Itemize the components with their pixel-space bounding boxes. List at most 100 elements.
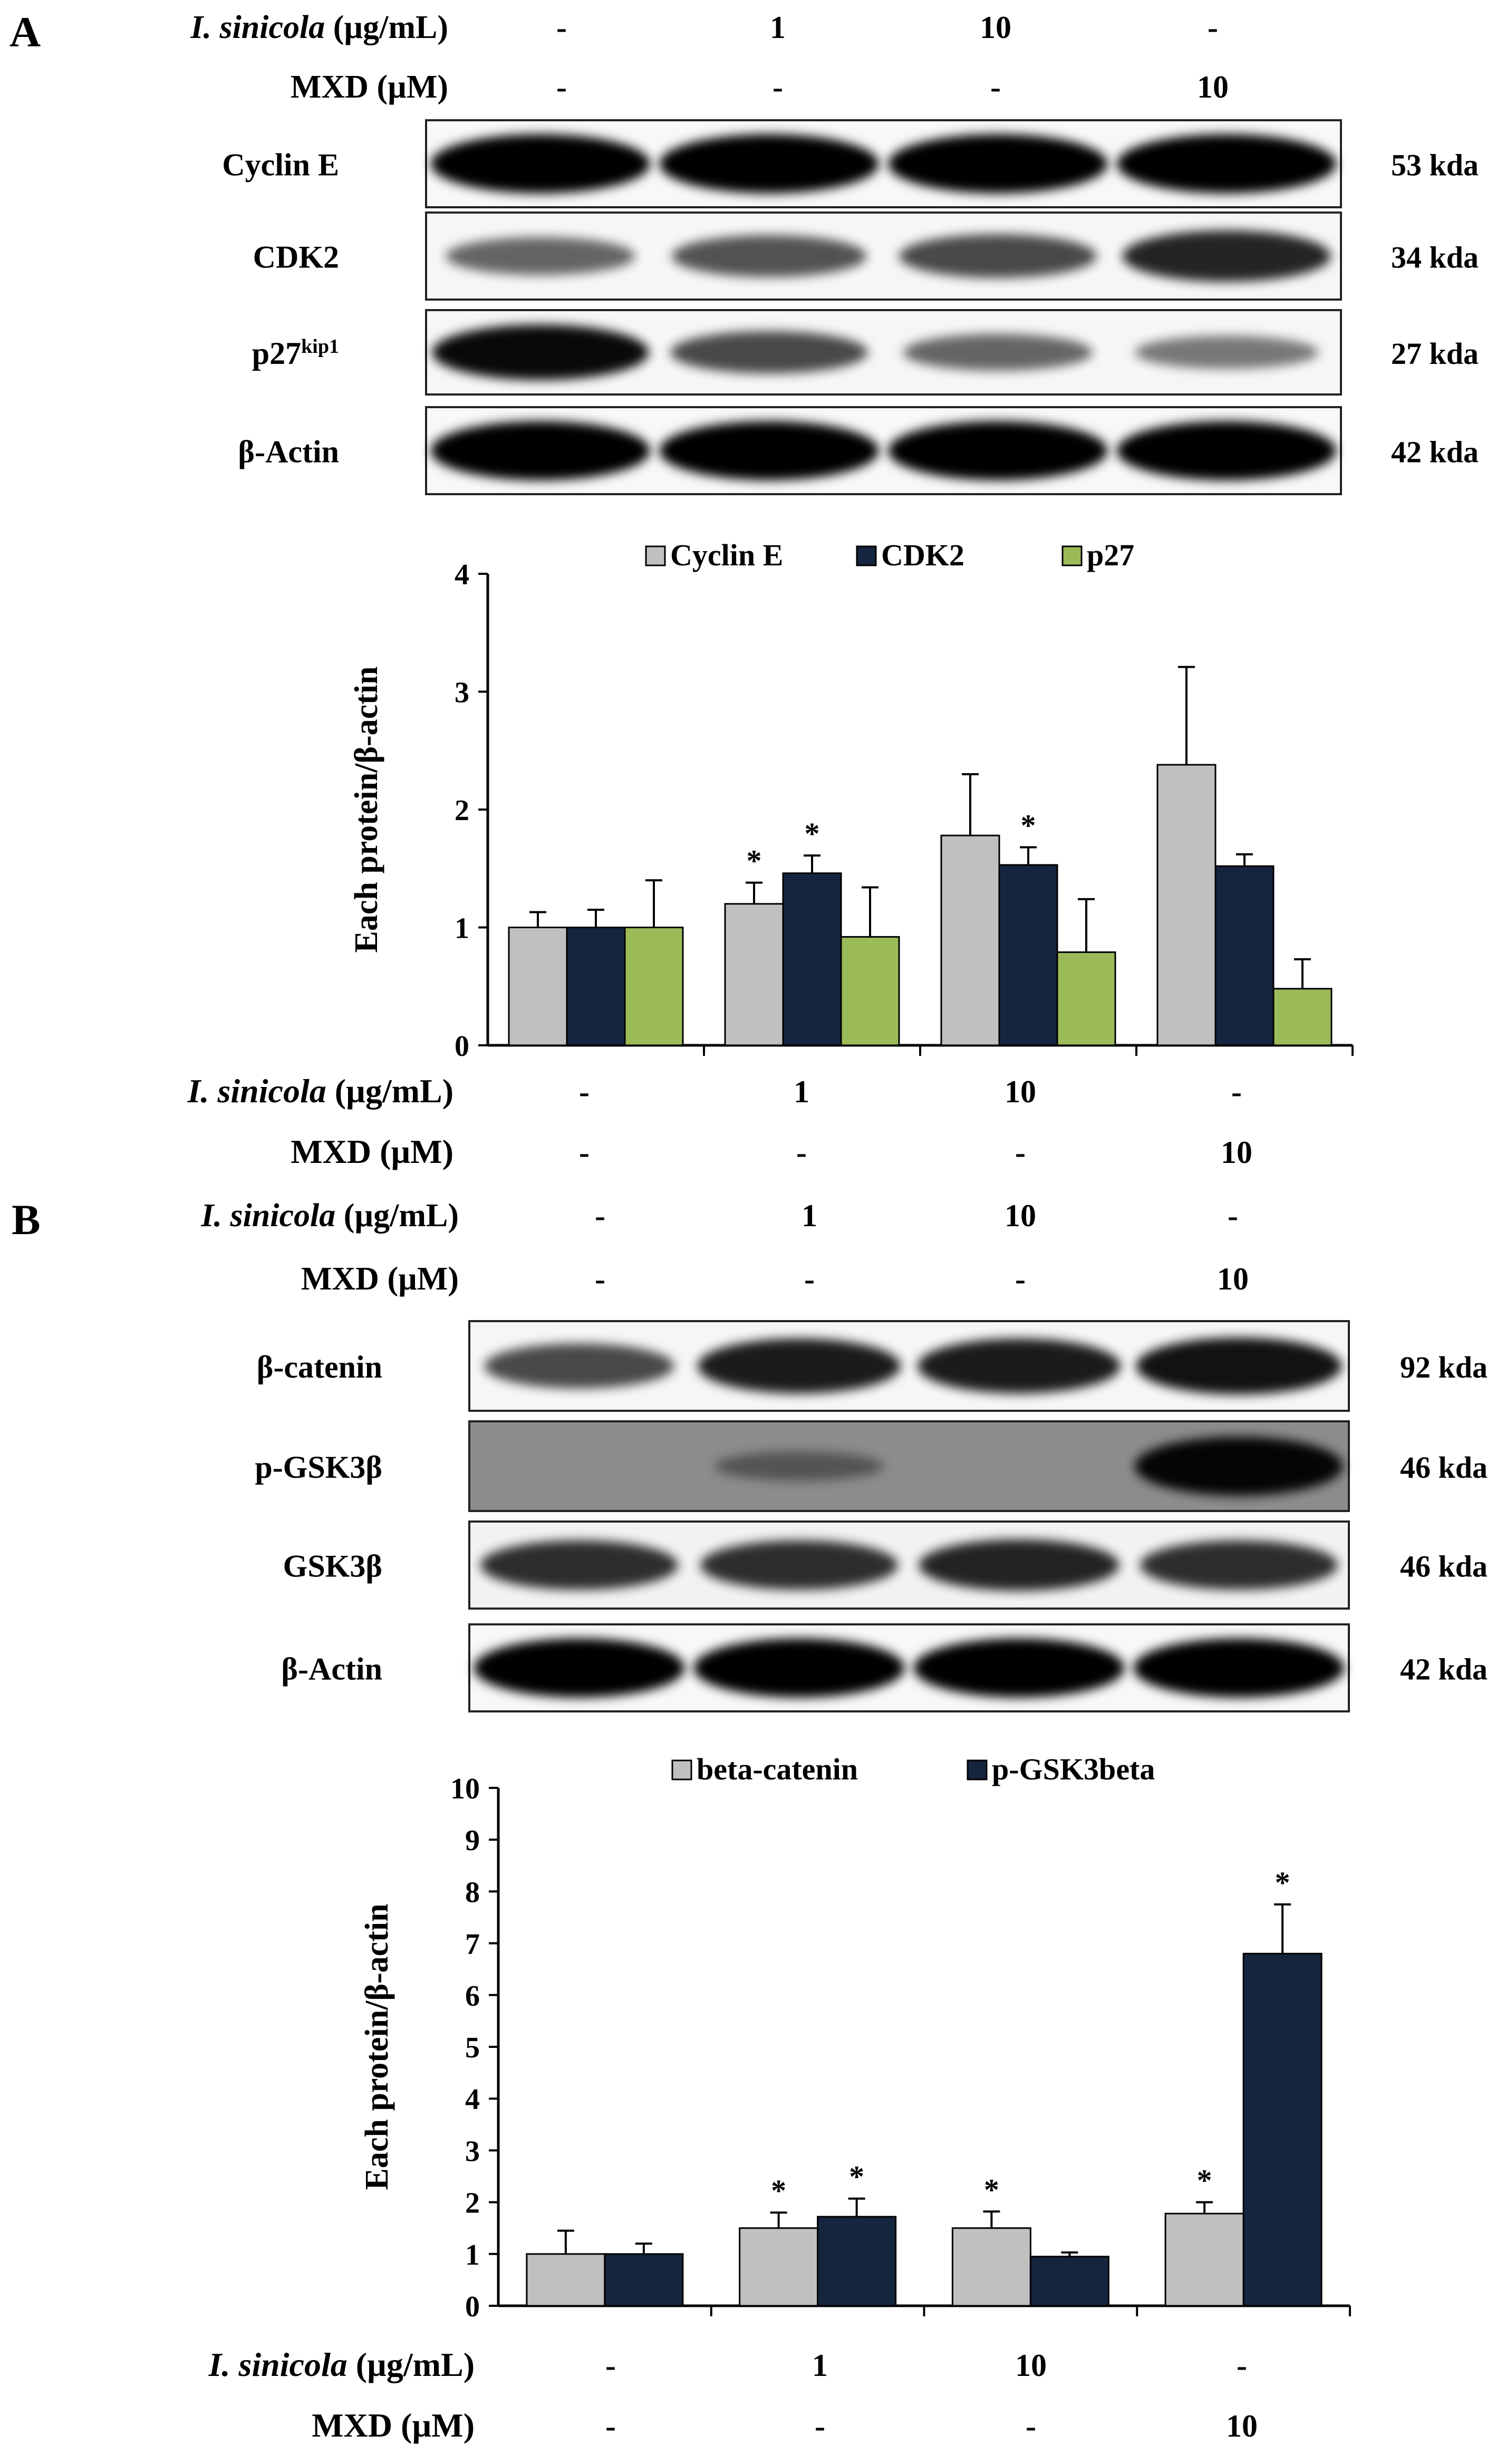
treatment-value: - xyxy=(1026,2409,1036,2443)
blot-gsk3-: GSK3β 46 kda xyxy=(283,1520,1488,1610)
y-tick-label: 2 xyxy=(465,2187,480,2220)
treatment-unit: MXD (µM) xyxy=(312,2407,475,2444)
significance-mark: * xyxy=(805,816,820,851)
treatment-value: - xyxy=(815,2409,825,2443)
blot-label: β-Actin xyxy=(281,1652,382,1687)
treatment-name: I. sinicola xyxy=(190,9,325,45)
legend-swatch xyxy=(967,1759,988,1780)
band xyxy=(1122,230,1331,282)
panel-b: B I. sinicola (µg/mL) -1 10 -MXD (µM) - - -10β-… xyxy=(12,1196,1488,2444)
y-tick-label: 1 xyxy=(465,2239,480,2272)
panel-letter: A xyxy=(9,8,41,56)
blot--catenin: β-catenin 92 kda xyxy=(257,1320,1488,1412)
band xyxy=(888,134,1108,194)
blot-label: GSK3β xyxy=(283,1549,382,1584)
significance-mark: * xyxy=(1197,2163,1212,2198)
treatment-value: - xyxy=(1237,2348,1247,2383)
legend-label: p-GSK3beta xyxy=(992,1752,1155,1786)
blot-label: β-Actin xyxy=(238,435,339,469)
treatment-value: - xyxy=(773,70,783,104)
bar xyxy=(1272,988,1333,1046)
blot-size: 42 kda xyxy=(1391,435,1479,469)
blot-size: 42 kda xyxy=(1400,1652,1488,1687)
treatment-value: - xyxy=(1208,10,1218,45)
legend-swatch xyxy=(856,545,877,566)
bar-chart: 0 1 2 3 4 Each protein/β-actin * * * Cyclin E CDK2… xyxy=(349,538,1354,1063)
treatment-row-label: MXD (µM) xyxy=(312,2407,475,2444)
panel-a: A I. sinicola (µg/mL) -1 10 -MXD (µM) - - -10Cy… xyxy=(9,8,1479,1170)
y-tick-label: 3 xyxy=(455,677,469,709)
bar xyxy=(1242,1952,1322,2307)
significance-mark: * xyxy=(1021,808,1036,843)
band xyxy=(1136,1337,1342,1395)
treatment-row-label: MXD (µM) xyxy=(291,1133,453,1170)
treatment-value: - xyxy=(605,2409,616,2443)
significance-mark: * xyxy=(771,2173,786,2208)
treatment-unit: (µg/mL) xyxy=(335,1198,459,1234)
y-tick-label: 2 xyxy=(455,794,469,827)
treatment-row-label: I. sinicola (µg/mL) xyxy=(208,2346,475,2383)
bar xyxy=(940,834,1000,1046)
bar xyxy=(624,927,684,1046)
treatment-value: - xyxy=(796,1135,807,1170)
y-tick-label: 7 xyxy=(465,1928,480,1961)
band xyxy=(480,1540,679,1590)
treatment-value: - xyxy=(595,1198,605,1233)
bar xyxy=(817,2216,897,2307)
bar xyxy=(782,872,842,1046)
treatment-value: - xyxy=(804,1262,815,1296)
treatment-row-label: MXD (µM) xyxy=(291,69,448,105)
treatment-value: - xyxy=(1015,1262,1026,1296)
blot-label: p-GSK3β xyxy=(255,1450,382,1485)
treatment-name: I. sinicola xyxy=(200,1198,335,1234)
y-tick-label: 0 xyxy=(455,1030,469,1063)
treatment-value: 10 xyxy=(1015,2348,1047,2383)
band xyxy=(446,237,635,275)
treatment-unit: MXD (µM) xyxy=(291,69,448,105)
blot-label: Cyclin E xyxy=(222,148,339,182)
bar xyxy=(998,864,1058,1046)
band xyxy=(899,234,1097,278)
treatment-value: 10 xyxy=(1005,1074,1036,1109)
treatment-value: 1 xyxy=(812,2348,828,2383)
band xyxy=(917,1338,1121,1394)
significance-mark: * xyxy=(984,2172,999,2207)
bar xyxy=(840,936,900,1046)
blot--actin: β-Actin 42 kda xyxy=(238,406,1479,495)
treatment-value: - xyxy=(556,70,567,104)
treatment-row-label: I. sinicola (µg/mL) xyxy=(187,1072,453,1110)
legend-label: Cyclin E xyxy=(670,538,783,572)
treatment-name: I. sinicola xyxy=(187,1072,326,1110)
blot-p27: p27kip1 27 kda xyxy=(252,309,1479,396)
band xyxy=(1133,1638,1345,1698)
treatment-value: 10 xyxy=(1197,70,1229,104)
y-axis-label: Each protein/β-actin xyxy=(359,1903,395,2190)
y-tick-label: 5 xyxy=(465,2032,480,2064)
treatment-value: 1 xyxy=(802,1198,817,1233)
treatment-value: 10 xyxy=(1217,1262,1249,1296)
treatment-value: 10 xyxy=(1226,2409,1258,2443)
y-tick-label: 3 xyxy=(465,2135,480,2168)
bar xyxy=(1029,2256,1109,2307)
blot-cyclin-e: Cyclin E 53 kda xyxy=(222,119,1479,208)
treatment-row-label: I. sinicola (µg/mL) xyxy=(190,9,448,45)
treatment-row-label: MXD (µM) xyxy=(301,1261,459,1297)
treatment-row-label: I. sinicola (µg/mL) xyxy=(200,1198,459,1234)
y-tick-label: 1 xyxy=(455,912,469,945)
band xyxy=(919,1539,1119,1591)
y-tick-label: 4 xyxy=(455,559,469,591)
blot-size: 46 kda xyxy=(1400,1549,1488,1584)
band xyxy=(430,134,651,194)
treatment-unit: MXD (µM) xyxy=(291,1133,453,1170)
treatment-unit: MXD (µM) xyxy=(301,1261,459,1297)
legend-label: CDK2 xyxy=(881,538,964,572)
bar xyxy=(604,2253,684,2307)
treatment-value: 1 xyxy=(770,10,786,45)
treatment-value: 10 xyxy=(980,10,1011,45)
treatment-unit: (µg/mL) xyxy=(347,2346,475,2383)
bar xyxy=(1156,764,1217,1046)
bar xyxy=(526,2253,606,2307)
y-axis-label: Each protein/β-actin xyxy=(349,666,384,952)
y-tick-label: 4 xyxy=(465,2083,480,2116)
